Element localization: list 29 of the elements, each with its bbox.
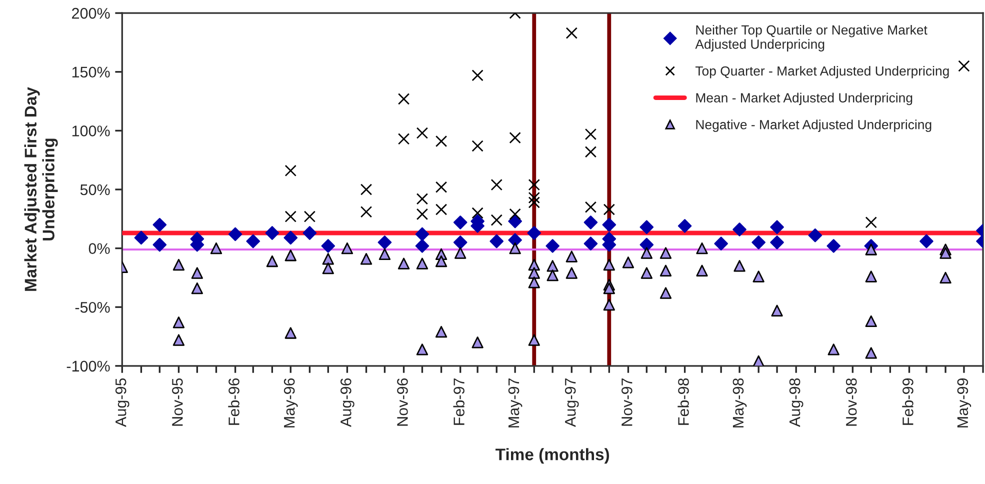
x-axis-title: Time (months) xyxy=(496,448,610,464)
x-tick-label: Feb-97 xyxy=(453,378,464,425)
x-tick-label: Feb-99 xyxy=(902,378,914,425)
y-tick-label: 150% xyxy=(72,66,110,78)
x-tick-label: Nov-98 xyxy=(846,378,857,426)
x-tick-label: Aug-96 xyxy=(340,378,354,427)
y-tick-label: -100% xyxy=(66,360,110,372)
x-tick-label: Feb-98 xyxy=(678,378,689,425)
legend-label: Mean - Market Adjusted Underpricing xyxy=(696,92,912,106)
y-axis-title: Market Adjusted First Day Underpricing xyxy=(24,87,58,291)
x-tick-label: Nov-97 xyxy=(622,378,632,426)
y-tick-label: 100% xyxy=(72,126,110,136)
x-tick-label: Aug-98 xyxy=(789,378,804,427)
x-tick-label: May-99 xyxy=(957,378,972,428)
x-tick-label: Feb-96 xyxy=(228,378,240,425)
x-tick-label: Aug-95 xyxy=(115,378,130,427)
x-tick-label: May-96 xyxy=(284,378,298,428)
x-tick-label: Nov-96 xyxy=(397,378,408,426)
x-tick-label: May-97 xyxy=(508,378,522,428)
x-tick-label: May-98 xyxy=(732,378,747,428)
y-tick-label: 0% xyxy=(88,243,110,254)
legend-label: Top Quarter - Market Adjusted Underpricing xyxy=(695,66,949,78)
x-tick-label: Nov-95 xyxy=(172,378,183,426)
legend-label: Neither Top Quartile or Negative Market Adjusted Underpricing xyxy=(695,24,928,52)
y-tick-label: 50% xyxy=(80,184,110,196)
x-tick-label: Aug-97 xyxy=(564,378,579,427)
y-tick-label: -50% xyxy=(75,302,110,313)
legend-label: Negative - Market Adjusted Underpricing xyxy=(696,120,932,132)
y-tick-label: 200% xyxy=(72,8,110,19)
